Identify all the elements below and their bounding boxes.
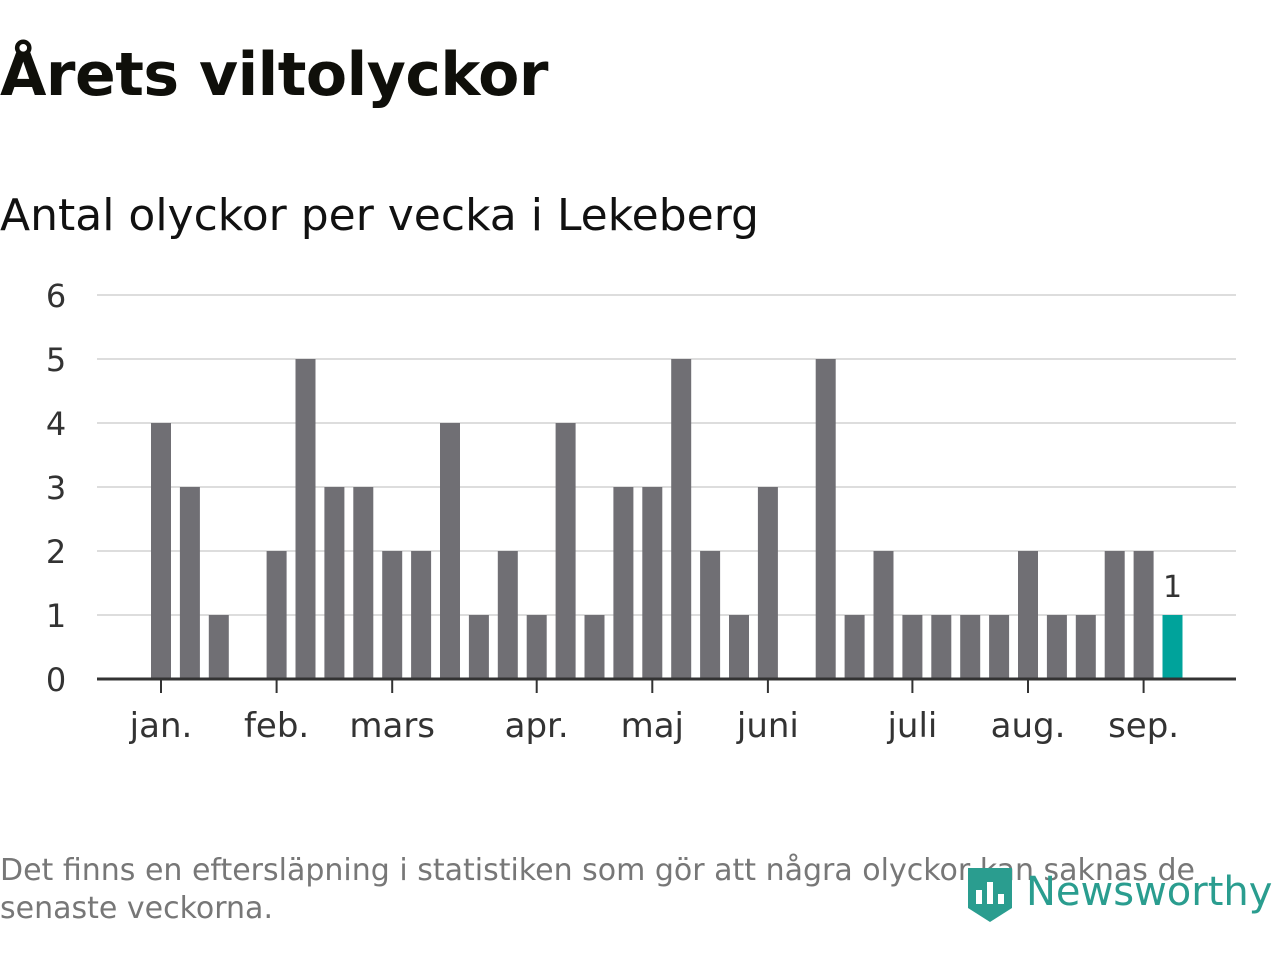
bar-week-31 (1018, 551, 1038, 679)
bar-week-6 (295, 359, 316, 679)
bar-week-33 (1075, 615, 1096, 679)
bar-week-5 (266, 551, 287, 679)
bar-week-29 (960, 615, 981, 679)
y-tick-label-0: 0 (46, 661, 66, 699)
bar-week-20 (700, 551, 721, 679)
bar-week-15 (555, 423, 576, 679)
x-tick-label-sep.: sep. (1108, 706, 1179, 746)
bar-week-17 (613, 487, 634, 679)
bar-week-22 (757, 487, 778, 679)
bar-week-24 (815, 359, 836, 679)
bar-week-16 (584, 615, 605, 679)
bar-week-28 (931, 615, 952, 679)
x-tick-label-aug.: aug. (991, 706, 1066, 746)
bar-week-10 (411, 551, 432, 679)
x-tick-label-jan.: jan. (129, 706, 193, 746)
y-tick-label-4: 4 (46, 405, 66, 443)
bar-week-3 (208, 615, 229, 679)
newsworthy-logo[interactable]: Newsworthy (962, 860, 1272, 924)
y-tick-label-5: 5 (46, 341, 66, 379)
bar-week-14 (526, 615, 547, 679)
bar-week-32 (1046, 615, 1067, 679)
x-tick-label-maj: maj (621, 706, 684, 746)
bar-week-13 (497, 551, 518, 679)
bar-week-18 (642, 487, 663, 679)
x-tick-label-apr.: apr. (505, 706, 569, 746)
bar-week-9 (382, 551, 403, 679)
bar-week-34 (1104, 551, 1125, 679)
bar-week-19 (671, 359, 692, 679)
data-label-last-week: 1 (1163, 570, 1182, 605)
bar-week-11 (440, 423, 460, 679)
chart-subtitle: Antal olyckor per vecka i Lekeberg (0, 190, 759, 241)
bar-week-8 (353, 487, 374, 679)
bar-week-27 (902, 615, 923, 679)
newsworthy-logo-icon (968, 868, 1012, 922)
bar-week-26 (873, 551, 894, 679)
bar-week-35 (1133, 551, 1154, 679)
bar-week-1 (151, 423, 171, 679)
bar-week-30 (989, 615, 1010, 679)
x-tick-label-juli: juli (886, 706, 937, 746)
bar-week-36 (1162, 615, 1183, 679)
bar-week-25 (844, 615, 865, 679)
y-tick-label-3: 3 (46, 469, 66, 507)
bar-week-2 (179, 487, 200, 679)
x-tick-label-feb.: feb. (244, 706, 309, 746)
y-tick-label-1: 1 (46, 597, 66, 635)
newsworthy-logo-text: Newsworthy (1026, 869, 1273, 915)
bar-week-7 (324, 487, 345, 679)
bar-week-12 (468, 615, 489, 679)
y-tick-label-2: 2 (46, 533, 66, 571)
bar-week-21 (729, 615, 749, 679)
x-tick-label-juni: juni (736, 706, 799, 746)
chart-title: Årets viltolyckor (0, 40, 549, 110)
y-tick-label-6: 6 (46, 277, 66, 315)
x-tick-label-mars: mars (349, 706, 435, 746)
bar-chart: 0 1 2 3 4 5 6 1 jan. feb. mars apr. maj juni juli aug. s… (46, 277, 1236, 746)
